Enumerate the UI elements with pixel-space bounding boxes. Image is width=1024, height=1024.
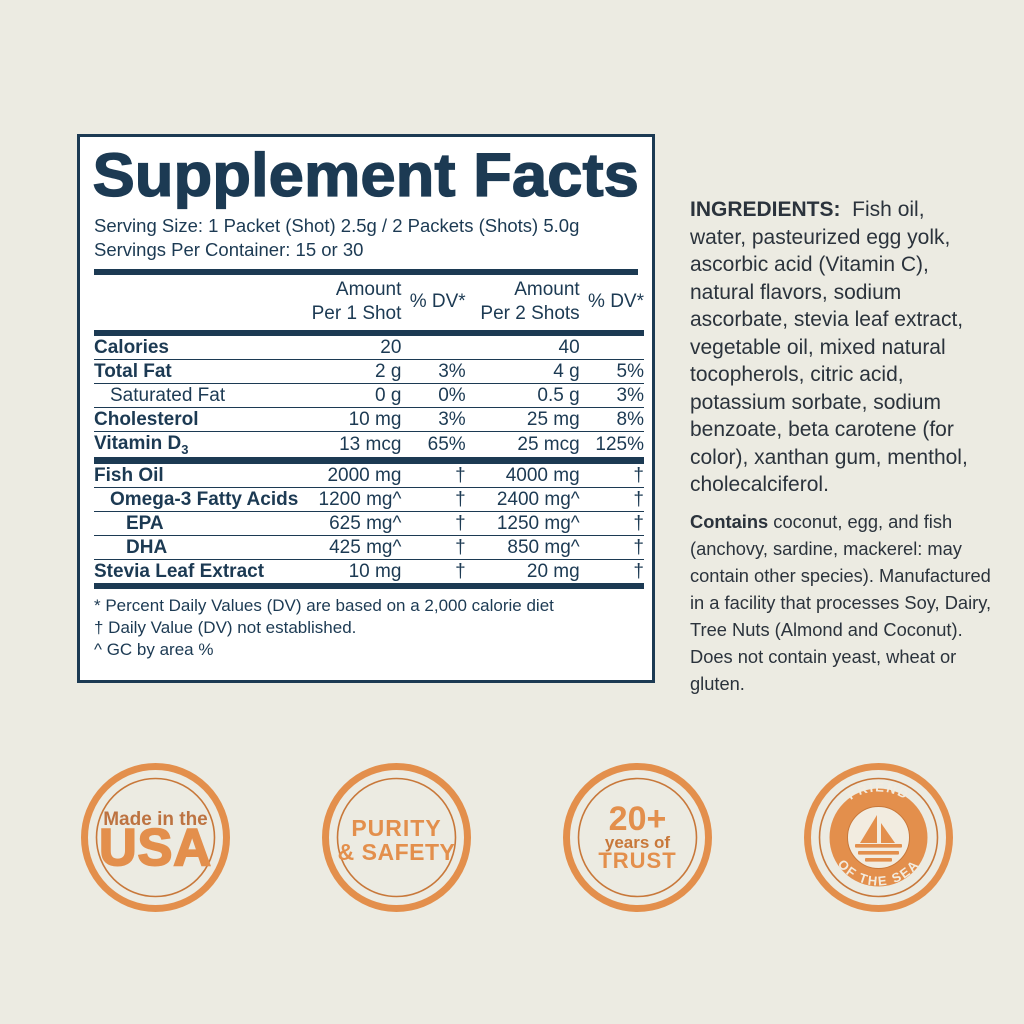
svg-text:PURITY: PURITY (351, 815, 441, 841)
svg-text:TRUST: TRUST (598, 848, 676, 873)
svg-text:USA: USA (99, 819, 212, 877)
svg-text:& SAFETY: & SAFETY (338, 839, 456, 865)
